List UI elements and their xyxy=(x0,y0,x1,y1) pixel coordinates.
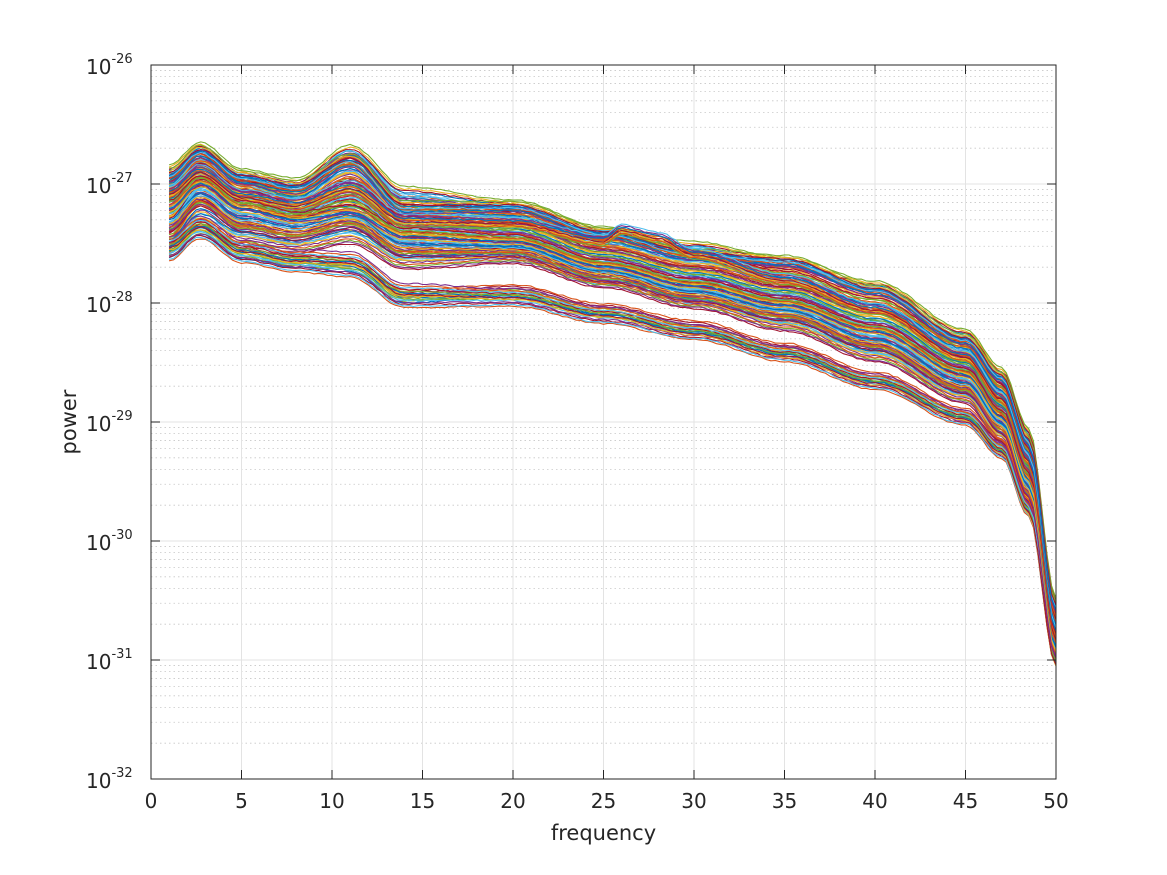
y-tick-label: 10-29 xyxy=(86,409,133,436)
x-tick-label: 40 xyxy=(862,789,887,813)
x-tick-label: 0 xyxy=(145,789,158,813)
spectrum-line xyxy=(168,222,1057,662)
x-tick-label: 20 xyxy=(500,789,525,813)
spectrum-line xyxy=(168,143,1057,602)
x-tick-label: 30 xyxy=(681,789,706,813)
spectrum-line xyxy=(168,193,1057,648)
x-tick-label: 5 xyxy=(235,789,248,813)
spectrum-line xyxy=(168,186,1057,649)
spectrum-line xyxy=(168,175,1057,641)
spectrum-line xyxy=(168,153,1057,610)
x-axis-label: frequency xyxy=(551,821,656,845)
spectrum-line xyxy=(168,197,1057,652)
x-tick-label: 25 xyxy=(591,789,616,813)
spectrum-line xyxy=(168,179,1057,644)
y-tick-label: 10-28 xyxy=(86,290,133,317)
y-tick-label: 10-30 xyxy=(86,528,133,555)
y-axis-label: power xyxy=(57,389,81,454)
y-tick-labels: 10-32 10-31 10-30 10-29 10-28 10-27 10-26 xyxy=(86,52,133,793)
spectrum-line xyxy=(168,181,1057,645)
spectrum-line xyxy=(168,198,1057,654)
axis-ticks xyxy=(150,64,1057,780)
spectrum-line xyxy=(169,175,1057,641)
spectrum-line xyxy=(168,175,1057,637)
y-tick-label: 10-26 xyxy=(86,52,133,79)
y-tick-label: 10-27 xyxy=(86,171,133,198)
y-tick-label: 10-31 xyxy=(86,647,133,674)
spectrum-line xyxy=(169,223,1057,661)
x-tick-label: 50 xyxy=(1043,789,1068,813)
spectrum-line xyxy=(168,201,1057,657)
spectrum-line xyxy=(168,215,1057,656)
spectrum-line xyxy=(168,226,1057,666)
x-tick-label: 10 xyxy=(319,789,344,813)
spectrum-line xyxy=(168,170,1057,633)
spectrum-line xyxy=(169,229,1057,667)
spectrum-line xyxy=(168,141,1057,599)
spectrum-line xyxy=(168,182,1057,647)
x-tick-label: 35 xyxy=(772,789,797,813)
spectrum-line xyxy=(169,171,1057,635)
spectrum-line xyxy=(168,177,1057,641)
spectrum-line xyxy=(168,164,1057,629)
spectrum-line xyxy=(168,205,1057,659)
spectrum-line xyxy=(169,144,1057,603)
spectrum-line xyxy=(168,203,1057,658)
spectrum-line xyxy=(168,225,1057,663)
spectrum-line xyxy=(168,225,1057,663)
spectrum-line xyxy=(168,166,1057,630)
spectrum-line xyxy=(168,150,1057,607)
spectrum-line xyxy=(168,200,1057,656)
spectrum-line xyxy=(169,176,1057,640)
x-tick-label: 45 xyxy=(953,789,978,813)
spectrum-line xyxy=(168,184,1057,648)
y-tick-label: 10-32 xyxy=(86,766,133,793)
spectrum-line xyxy=(168,221,1057,660)
x-tick-label: 15 xyxy=(410,789,435,813)
series-layer xyxy=(168,141,1057,667)
spectrum-line xyxy=(168,195,1057,651)
spectrum-line xyxy=(168,158,1057,625)
spectrum-line xyxy=(168,233,1057,662)
spectrum-line xyxy=(168,168,1057,632)
spectrum-line xyxy=(168,218,1057,659)
x-tick-labels: 0 5 10 15 20 25 30 35 40 45 50 xyxy=(145,789,1069,813)
spectrum-line xyxy=(168,236,1057,665)
spectrum-line xyxy=(168,238,1057,667)
spectrum-line xyxy=(168,219,1057,659)
spectrum-line xyxy=(168,221,1057,660)
